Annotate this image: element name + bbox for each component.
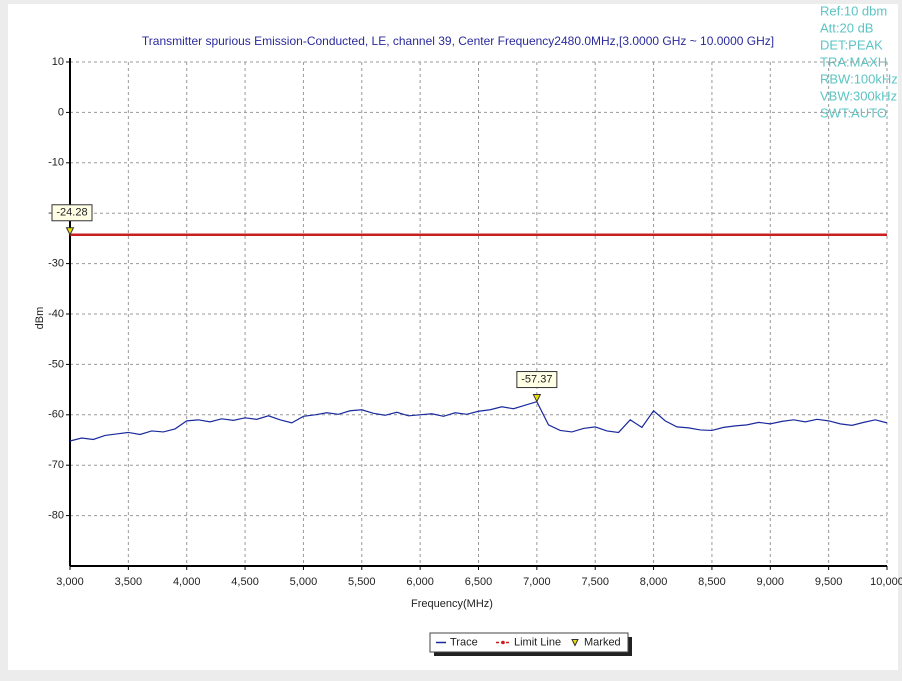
legend-label: Limit Line	[514, 636, 561, 648]
x-tick-label: 6,500	[465, 576, 493, 588]
x-tick-label: 10,000	[870, 576, 902, 588]
marker-label: -24.28	[56, 207, 87, 219]
info-text: Att:20 dB	[820, 21, 873, 36]
x-axis-label: Frequency(MHz)	[411, 598, 493, 610]
y-tick-label: 10	[52, 56, 64, 68]
info-text: TRA:MAXH	[820, 55, 887, 70]
x-tick-label: 9,000	[757, 576, 785, 588]
x-tick-label: 8,500	[698, 576, 726, 588]
info-text: DET:PEAK	[820, 38, 883, 53]
y-tick-label: -50	[48, 358, 64, 370]
info-text: VBW:300kHz	[820, 89, 897, 104]
legend-box	[429, 632, 629, 653]
y-tick-label: -70	[48, 459, 64, 471]
legend-dot	[501, 640, 505, 645]
y-tick-label: -30	[48, 258, 64, 270]
x-tick-label: 4,000	[173, 576, 201, 588]
info-text: SWT:AUTO	[820, 106, 887, 121]
x-tick-label: 7,000	[523, 576, 551, 588]
y-tick-label: -60	[48, 409, 64, 421]
series-line	[69, 400, 888, 442]
x-tick-label: 9,500	[815, 576, 843, 588]
legend-label: Marked	[584, 636, 621, 648]
x-tick-label: 5,500	[348, 576, 376, 588]
info-text: Ref:10 dbm	[820, 4, 887, 19]
x-tick-label: 8,000	[640, 576, 668, 588]
marker	[532, 394, 542, 403]
marker	[65, 227, 75, 236]
x-tick-label: 3,500	[115, 576, 143, 588]
y-tick-label: -40	[48, 308, 64, 320]
panel	[8, 4, 898, 670]
x-tick-label: 4,500	[231, 576, 259, 588]
y-axis-label: dBm	[34, 307, 46, 330]
info-text: RBW:100kHz	[820, 72, 898, 87]
y-tick-label: -80	[48, 510, 64, 522]
marker-label: -57.37	[521, 373, 552, 385]
x-tick-label: 7,500	[581, 576, 609, 588]
x-tick-label: 6,000	[406, 576, 434, 588]
legend-label: Trace	[450, 636, 478, 648]
x-tick-label: 3,000	[56, 576, 84, 588]
y-tick-label: 0	[58, 106, 64, 118]
x-tick-label: 5,000	[290, 576, 318, 588]
y-tick-label: -10	[48, 157, 64, 169]
marker-label-box	[516, 371, 558, 389]
chart-title: Transmitter spurious Emission-Conducted,…	[142, 34, 774, 48]
legend-swatch	[571, 639, 579, 647]
marker-label-box	[51, 204, 93, 222]
